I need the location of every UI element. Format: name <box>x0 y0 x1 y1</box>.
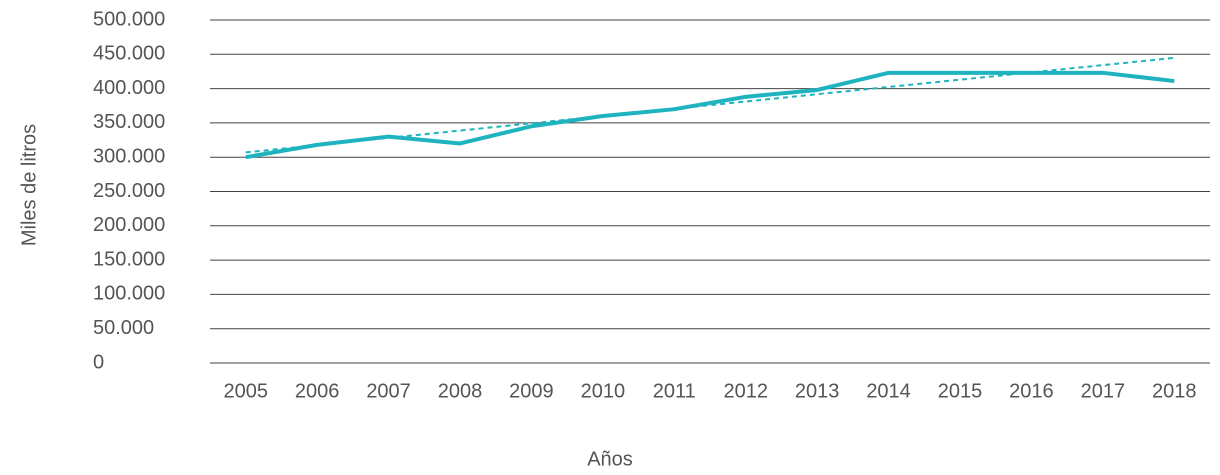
y-axis-title: Miles de litros <box>18 124 40 246</box>
trend-line <box>245 56 1175 154</box>
x-tick-label: 2009 <box>509 380 554 402</box>
x-tick-label: 2017 <box>1081 380 1126 402</box>
x-tick-label: 2010 <box>581 380 626 402</box>
y-tick-label: 150.000 <box>93 248 165 270</box>
x-tick-label: 2016 <box>1009 380 1054 402</box>
x-tick-label: 2006 <box>295 380 340 402</box>
x-axis-title: Años <box>587 448 633 470</box>
x-tick-label: 2015 <box>938 380 983 402</box>
y-tick-label: 350.000 <box>93 111 165 133</box>
x-tick-label: 2018 <box>1152 380 1197 402</box>
x-tick-label: 2013 <box>795 380 840 402</box>
x-tick-label: 2008 <box>438 380 483 402</box>
y-tick-label: 50.000 <box>93 317 154 339</box>
y-tick-label: 100.000 <box>93 283 165 305</box>
y-tick-label: 450.000 <box>93 43 165 65</box>
x-tick-label: 2005 <box>223 380 268 402</box>
y-tick-label: 400.000 <box>93 77 165 99</box>
x-tick-label: 2007 <box>366 380 411 402</box>
data-line <box>245 70 1175 160</box>
y-tick-label: 200.000 <box>93 214 165 236</box>
x-tick-label: 2011 <box>653 380 696 402</box>
y-tick-label: 500.000 <box>93 8 165 30</box>
y-tick-label: 250.000 <box>93 180 165 202</box>
y-tick-label: 0 <box>93 351 104 373</box>
y-tick-label: 300.000 <box>93 145 165 167</box>
x-tick-label: 2012 <box>723 380 768 402</box>
x-tick-label: 2014 <box>866 380 911 402</box>
